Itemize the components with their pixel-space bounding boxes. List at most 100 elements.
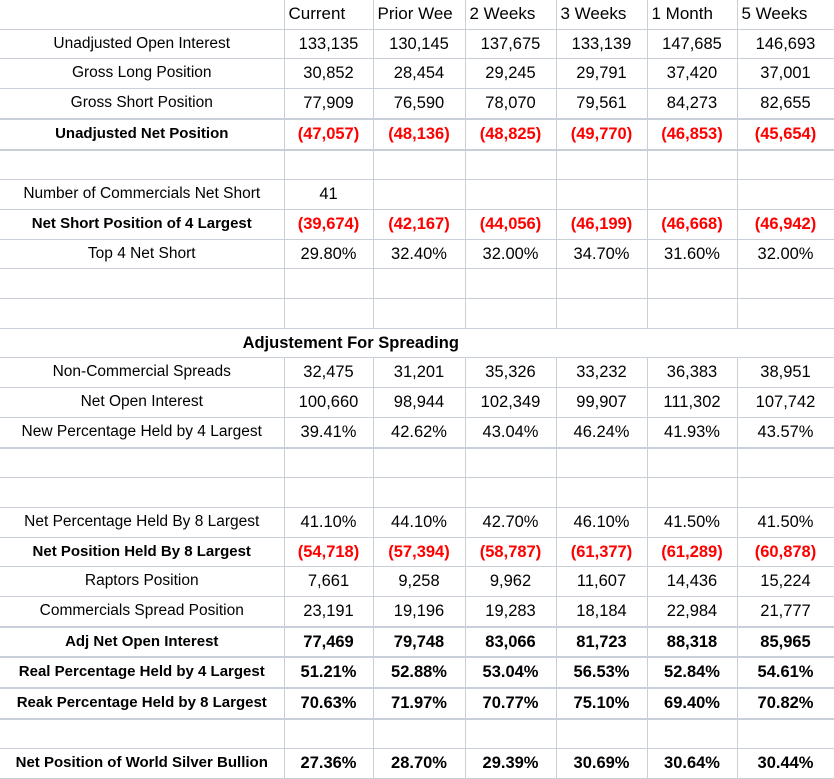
row-label[interactable]: Net Position of World Silver Bullion [0, 748, 285, 779]
cell[interactable]: 27.36% [284, 748, 374, 779]
cell[interactable] [556, 298, 648, 329]
cell[interactable]: 32,475 [284, 357, 374, 389]
column-header[interactable]: 1 Month [647, 0, 738, 30]
cell[interactable]: (49,770) [556, 118, 648, 151]
row-label[interactable]: Top 4 Net Short [0, 239, 285, 270]
row-label[interactable]: Raptors Position [0, 566, 285, 597]
cell[interactable]: 22,984 [647, 596, 738, 628]
cell[interactable]: 46.24% [556, 417, 648, 449]
cell[interactable] [737, 477, 834, 508]
cell[interactable] [465, 268, 557, 299]
cell[interactable]: 21,777 [737, 596, 834, 628]
cell[interactable] [737, 149, 834, 181]
cell[interactable]: 85,965 [737, 626, 834, 659]
row-label[interactable]: Non-Commercial Spreads [0, 357, 285, 389]
cell[interactable]: 29.39% [465, 748, 557, 779]
cell[interactable]: 84,273 [647, 88, 738, 120]
cell[interactable]: 75.10% [556, 688, 648, 720]
row-label[interactable]: Reak Percentage Held by 8 Largest [0, 688, 285, 720]
cell[interactable] [647, 298, 738, 329]
cell[interactable] [647, 477, 738, 508]
cell[interactable]: 41.50% [647, 507, 738, 538]
cell[interactable] [647, 179, 738, 210]
cell[interactable]: 133,139 [556, 29, 648, 60]
cell[interactable]: (39,674) [284, 209, 374, 240]
cell[interactable] [647, 268, 738, 299]
cell[interactable] [647, 447, 738, 479]
row-label[interactable]: Commercials Spread Position [0, 596, 285, 628]
cell[interactable] [647, 718, 738, 750]
cell[interactable]: 52.88% [373, 657, 466, 690]
cell[interactable]: (46,668) [647, 209, 738, 240]
row-label[interactable]: Unadjusted Net Position [0, 118, 285, 151]
cell[interactable] [373, 718, 466, 750]
cell[interactable] [284, 149, 374, 181]
cell[interactable]: (46,853) [647, 118, 738, 151]
cell[interactable] [284, 447, 374, 479]
cell[interactable] [465, 179, 557, 210]
cell[interactable]: 9,962 [465, 566, 557, 597]
cell[interactable]: 42.70% [465, 507, 557, 538]
cell[interactable]: 41.10% [284, 507, 374, 538]
cell[interactable] [284, 298, 374, 329]
cell[interactable] [465, 298, 557, 329]
cell[interactable]: 78,070 [465, 88, 557, 120]
cell[interactable]: 54.61% [737, 657, 834, 690]
cell[interactable]: 28.70% [373, 748, 466, 779]
cell[interactable]: 79,748 [373, 626, 466, 659]
row-label[interactable]: Real Percentage Held by 4 Largest [0, 657, 285, 690]
cell[interactable]: 70.77% [465, 688, 557, 720]
cell[interactable] [0, 447, 285, 479]
cell[interactable] [556, 268, 648, 299]
cell[interactable]: 42.62% [373, 417, 466, 449]
cell[interactable]: 11,607 [556, 566, 648, 597]
cell[interactable]: 51.21% [284, 657, 374, 690]
cell[interactable]: 137,675 [465, 29, 557, 60]
column-header[interactable]: Current [284, 0, 374, 30]
cell[interactable]: 32.00% [465, 239, 557, 270]
cell[interactable]: 147,685 [647, 29, 738, 60]
cell[interactable]: 30.44% [737, 748, 834, 779]
cell[interactable] [556, 149, 648, 181]
cell[interactable]: 33,232 [556, 357, 648, 389]
cell[interactable] [0, 149, 285, 181]
cell[interactable] [373, 268, 466, 299]
row-label[interactable]: Gross Short Position [0, 88, 285, 120]
cell[interactable]: 83,066 [465, 626, 557, 659]
cell[interactable]: 38,951 [737, 357, 834, 389]
cell[interactable]: 111,302 [647, 387, 738, 418]
cell[interactable] [0, 477, 285, 508]
cell[interactable]: 70.63% [284, 688, 374, 720]
row-label[interactable]: New Percentage Held by 4 Largest [0, 417, 285, 449]
cell[interactable]: (46,942) [737, 209, 834, 240]
cell[interactable]: 53.04% [465, 657, 557, 690]
cell[interactable]: 43.04% [465, 417, 557, 449]
cell[interactable]: 37,001 [737, 58, 834, 90]
cell[interactable] [373, 477, 466, 508]
cell[interactable]: 37,420 [647, 58, 738, 90]
cell[interactable] [737, 447, 834, 479]
cell[interactable]: (61,377) [556, 537, 648, 568]
cell[interactable] [465, 149, 557, 181]
cell[interactable]: 32.00% [737, 239, 834, 270]
cell[interactable]: 18,184 [556, 596, 648, 628]
cell[interactable]: 41 [284, 179, 374, 210]
cell[interactable] [373, 149, 466, 181]
cell[interactable]: (48,136) [373, 118, 466, 151]
cell[interactable]: 100,660 [284, 387, 374, 418]
cell[interactable]: 30.64% [647, 748, 738, 779]
cell[interactable]: 29,245 [465, 58, 557, 90]
cell[interactable]: (61,289) [647, 537, 738, 568]
column-header[interactable]: Prior Wee [373, 0, 466, 30]
cell[interactable]: 76,590 [373, 88, 466, 120]
column-header[interactable]: 5 Weeks [737, 0, 834, 30]
cell[interactable] [373, 179, 466, 210]
cell[interactable]: 32.40% [373, 239, 466, 270]
cell[interactable] [0, 298, 285, 329]
cell[interactable]: 71.97% [373, 688, 466, 720]
cell[interactable] [465, 447, 557, 479]
cell[interactable] [737, 268, 834, 299]
cell[interactable]: 77,909 [284, 88, 374, 120]
cell[interactable]: 19,283 [465, 596, 557, 628]
cell[interactable]: 28,454 [373, 58, 466, 90]
